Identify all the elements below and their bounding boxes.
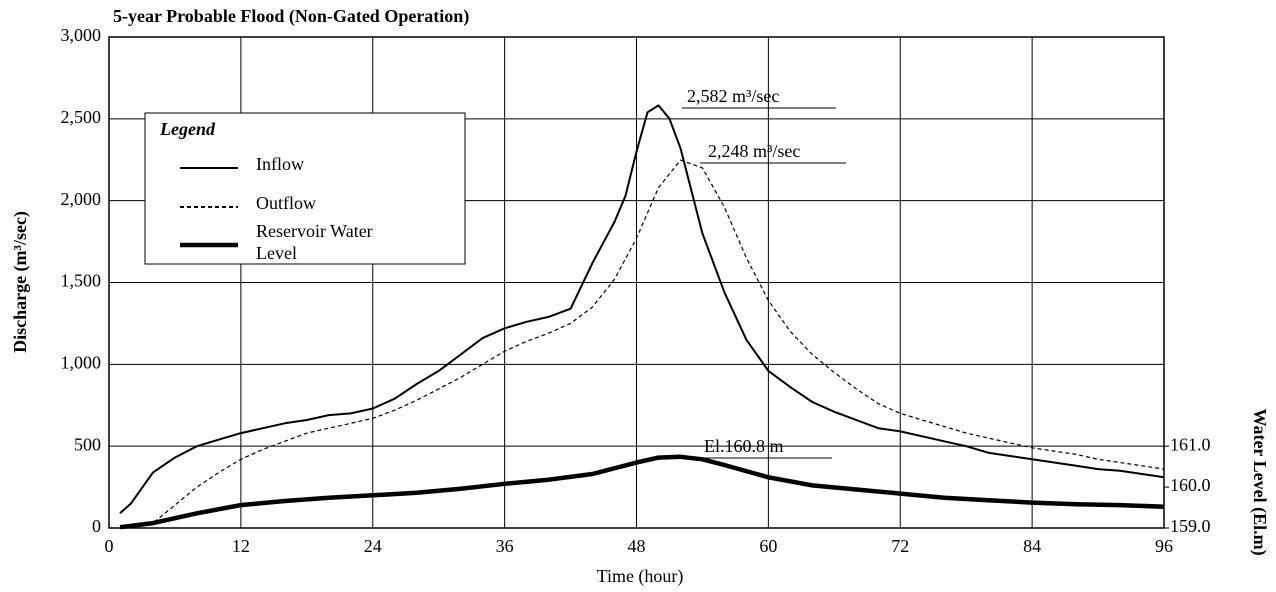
- y-tick-label: 2,500: [61, 107, 102, 127]
- x-tick-label: 24: [364, 536, 382, 556]
- y-tick-label: 1,000: [61, 352, 102, 372]
- x-tick-label: 0: [105, 536, 114, 556]
- series-line: [119, 454, 1165, 530]
- legend-label: Outflow: [256, 193, 316, 213]
- x-axis-label: Time (hour): [597, 566, 684, 587]
- y-tick-label: 0: [92, 516, 101, 536]
- chart-title: 5-year Probable Flood (Non-Gated Operati…: [113, 6, 469, 27]
- annotation: 2,248 m³/sec: [708, 141, 800, 161]
- x-tick-label: 48: [628, 536, 646, 556]
- x-tick-label: 60: [759, 536, 777, 556]
- annotation: 2,582 m³/sec: [687, 86, 779, 106]
- legend-label: Reservoir Water Level: [256, 221, 373, 263]
- x-tick-label: 12: [232, 536, 250, 556]
- legend-box: [144, 112, 466, 265]
- series-line: [119, 159, 1165, 529]
- y-tick-label: 1,500: [61, 271, 102, 291]
- y-tick-label: 500: [74, 434, 101, 454]
- legend-label: Inflow: [256, 154, 304, 174]
- x-tick-label: 84: [1023, 536, 1041, 556]
- y-tick-label: 2,000: [61, 189, 102, 209]
- y2-tick-label: 159.0: [1170, 516, 1211, 536]
- y-axis-label: Discharge (m³/sec): [10, 211, 31, 353]
- x-tick-label: 36: [496, 536, 514, 556]
- y-tick-label: 3,000: [61, 25, 102, 45]
- y2-tick-label: 160.0: [1170, 475, 1211, 495]
- plot-frame: [108, 36, 1165, 529]
- annotation: El.160.8 m: [704, 436, 784, 456]
- y2-axis-label: Water Level (El.m): [1249, 408, 1270, 555]
- series-line: [119, 104, 1165, 515]
- x-tick-label: 72: [891, 536, 909, 556]
- x-tick-label: 96: [1155, 536, 1173, 556]
- y2-tick-label: 161.0: [1170, 434, 1211, 454]
- legend-title: Legend: [159, 119, 216, 139]
